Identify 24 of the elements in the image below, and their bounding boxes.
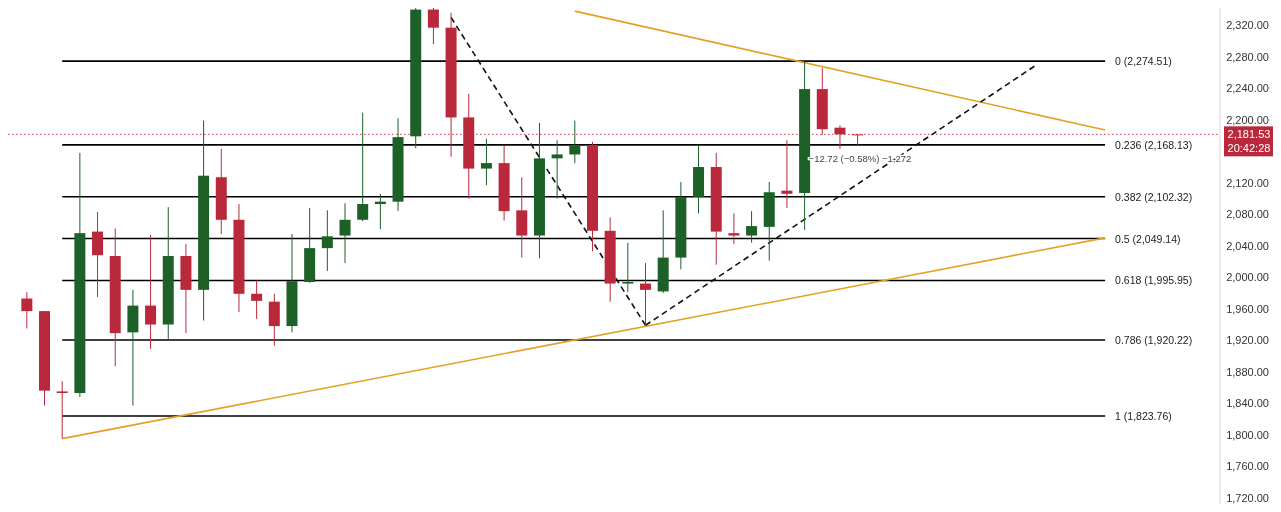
y-tick-label: 1,880.00 <box>1226 365 1269 378</box>
ref-line-label: 0.618 (1,995.95) <box>1115 274 1193 287</box>
ref-line-label: 0.382 (2,102.32) <box>1115 190 1193 203</box>
y-tick-label: 2,000.00 <box>1226 271 1269 284</box>
y-tick-label: 1,800.00 <box>1226 428 1269 441</box>
y-tick-label: 2,280.00 <box>1226 50 1269 63</box>
y-tick-label: 2,080.00 <box>1226 208 1269 221</box>
y-tick-label: 2,040.00 <box>1226 239 1269 252</box>
ref-line-label: 0.236 (2,168.13) <box>1115 138 1193 151</box>
ref-line-label: 0.5 (2,049.14) <box>1115 232 1181 245</box>
ref-line-label: 0.786 (1,920.22) <box>1115 334 1193 347</box>
ref-line-label: 1 (1,823.76) <box>1115 410 1172 423</box>
text: 20:42:28 <box>1227 142 1271 155</box>
y-tick-label: 2,120.00 <box>1226 176 1269 189</box>
y-tick-label: 1,960.00 <box>1226 302 1269 315</box>
y-tick-label: 1,840.00 <box>1226 397 1269 410</box>
ref-line-label: 0 (2,274.51) <box>1115 55 1172 68</box>
ref-line-label: 2,181.53 <box>1227 128 1271 141</box>
y-tick-label: 2,320.00 <box>1226 19 1269 32</box>
y-tick-label: 2,240.00 <box>1226 82 1269 95</box>
y-tick-label: 2,200.00 <box>1226 113 1269 126</box>
y-tick-label: 1,920.00 <box>1226 334 1269 347</box>
y-tick-label: 1,720.00 <box>1226 491 1269 504</box>
y-tick-label: 1,760.00 <box>1226 460 1269 473</box>
